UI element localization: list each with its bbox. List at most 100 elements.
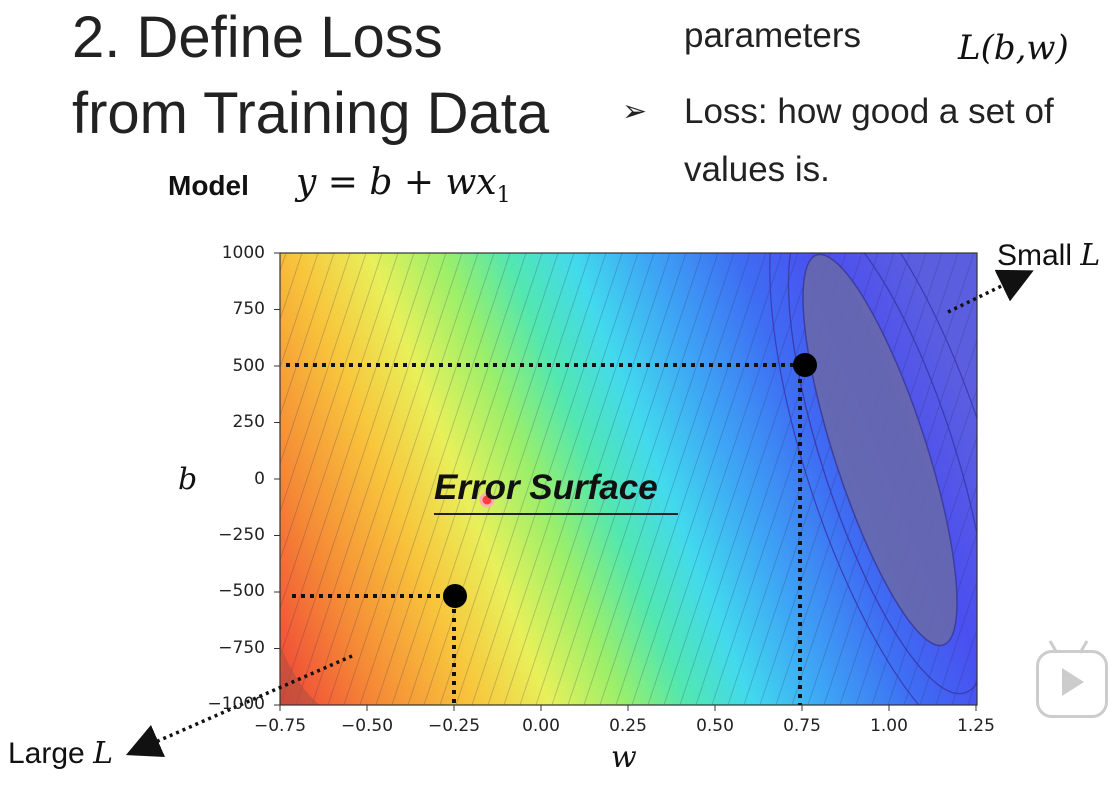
contour-line <box>8 253 158 705</box>
contour-line <box>280 253 431 705</box>
contour-line <box>0 253 14 705</box>
guide-lines <box>286 363 802 705</box>
contour-line <box>280 253 351 466</box>
contour-line <box>0 253 62 705</box>
small-loss-label: Small L <box>997 238 1101 273</box>
y-tick-label: −750 <box>218 638 265 658</box>
contour-line <box>359 253 511 705</box>
contour-line <box>88 253 238 705</box>
contour-line <box>487 253 639 705</box>
x-tick-label: −0.75 <box>253 716 307 736</box>
contour-line <box>375 253 527 705</box>
x-tick-label: −0.50 <box>340 716 394 736</box>
title-line-2: from Training Data <box>72 81 550 146</box>
contour-line <box>0 253 110 705</box>
contour-line <box>519 253 671 705</box>
large-loss-label: Large L <box>8 736 113 771</box>
contour-line <box>40 253 190 705</box>
play-icon <box>1062 668 1084 696</box>
axis-ticks <box>274 252 977 711</box>
y-tick-label: 750 <box>232 299 265 319</box>
contour-line <box>759 253 911 705</box>
contour-line <box>935 579 977 705</box>
contour-line <box>663 253 815 705</box>
contour-line <box>1080 253 1115 705</box>
contour-line <box>455 253 607 705</box>
x-tick-label: 0.50 <box>696 716 734 736</box>
x-tick-label: 1.25 <box>957 716 995 736</box>
contour-line <box>567 253 719 705</box>
bullet-parameters-text: parameters <box>684 16 862 55</box>
contour-line <box>280 253 319 370</box>
contour-line <box>327 253 479 705</box>
y-tick-label: −1000 <box>207 694 265 714</box>
x-axis-label: w <box>611 740 637 775</box>
x-tick-label: 1.00 <box>870 716 908 736</box>
contour-line <box>535 253 687 705</box>
contour-line <box>280 253 335 418</box>
contour-line <box>984 253 1115 705</box>
contour-line <box>615 253 767 705</box>
cursor-marker <box>479 492 495 508</box>
contour-line <box>0 253 126 705</box>
contour-line <box>551 253 703 705</box>
y-tick-label: 0 <box>254 469 265 489</box>
large-l-arrow <box>125 654 353 758</box>
model-label: Model <box>168 170 249 201</box>
contour-line <box>1064 253 1115 705</box>
contour-line <box>407 253 559 705</box>
x-tick-label: 0.25 <box>609 716 647 736</box>
error-surface-label: Error Surface <box>434 468 658 507</box>
minimum-basin <box>280 253 977 705</box>
point-wm025-bm500 <box>443 584 467 608</box>
contour-line <box>631 253 783 705</box>
y-tick-label: −500 <box>218 581 265 601</box>
contour-line <box>280 253 415 659</box>
contour-line <box>471 253 623 705</box>
x-tick-label: 0.00 <box>522 716 560 736</box>
y-tick-label: 250 <box>232 412 265 432</box>
contour-line <box>1048 253 1115 705</box>
x-tick-label: 0.75 <box>783 716 821 736</box>
small-l-arrow <box>947 269 1034 314</box>
bullet-arrow-icon: ➢ <box>622 94 648 129</box>
contour-line <box>599 253 751 705</box>
contour-line <box>343 253 495 705</box>
contour-line <box>583 253 735 705</box>
contour-line <box>887 435 977 705</box>
contour-line <box>503 253 655 705</box>
y-tick-label: 500 <box>232 356 265 376</box>
contour-line <box>0 253 142 705</box>
contour-line <box>439 253 591 705</box>
contour-line <box>24 253 174 705</box>
contour-line <box>280 253 383 562</box>
y-tick-label: 1000 <box>221 243 265 263</box>
contour-line <box>1016 253 1115 705</box>
contour-line <box>0 253 78 705</box>
title-line-1: 2. Define Loss <box>72 5 443 70</box>
loss-function-formula: L(b,w) <box>958 28 1069 68</box>
x-tick-label: −0.25 <box>427 716 481 736</box>
bullet-loss-definition-cont: values is. <box>684 150 830 189</box>
contour-line <box>311 253 463 705</box>
contour-line <box>1000 253 1115 705</box>
contour-line <box>1032 253 1115 705</box>
contour-line <box>647 253 799 705</box>
contour-line <box>423 253 575 705</box>
contour-line <box>0 253 46 705</box>
contour-line <box>0 253 30 705</box>
point-w075-b500 <box>793 353 817 377</box>
error-surface-underline <box>434 513 678 515</box>
bullet-loss-definition: Loss: how good a set of <box>684 92 1054 131</box>
contour-line <box>0 253 94 705</box>
contour-line <box>967 676 977 705</box>
contour-line <box>72 253 222 705</box>
slide-title: 2. Define Loss from Training Data <box>72 0 549 152</box>
contour-line <box>871 387 977 705</box>
contour-line <box>280 253 399 611</box>
contour-line <box>391 253 543 705</box>
y-axis-label: b <box>178 462 198 497</box>
y-tick-label: −250 <box>218 525 265 545</box>
contour-line <box>280 253 367 514</box>
contour-line <box>295 253 447 705</box>
